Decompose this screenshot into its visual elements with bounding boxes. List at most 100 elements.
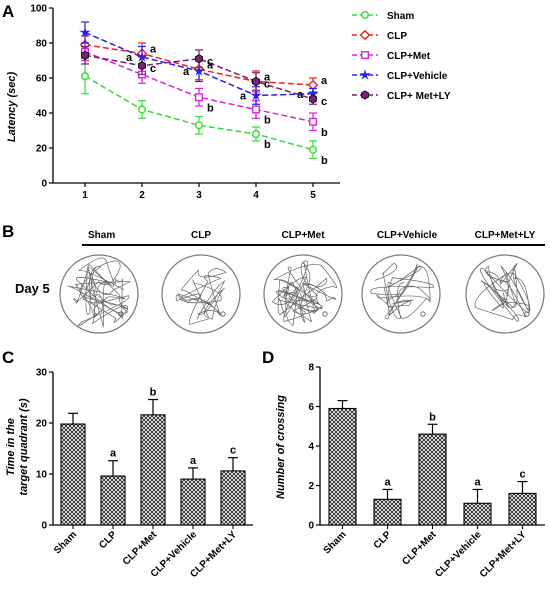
panel-d-bar xyxy=(373,498,402,526)
panel-d-bar xyxy=(328,407,357,526)
swim-pool-1 xyxy=(59,254,139,334)
panel-d-significance-label: c xyxy=(519,469,525,481)
swim-track-path xyxy=(271,260,338,327)
panel-d-y-tick-label: 4 xyxy=(308,442,314,453)
legend-label: CLP+ Met+LY xyxy=(387,91,451,102)
track-group-label: CLP xyxy=(191,230,211,241)
time-in-target-quadrant-bar-chart: Time in the target quadrant (s) 0 10 20 30 S… xyxy=(5,368,253,580)
panel-d-y-axis-label: Number of crossing xyxy=(275,395,287,499)
data-point-marker xyxy=(194,93,203,102)
panel-a-y-tick-label: 60 xyxy=(36,74,48,85)
swim-pool-3 xyxy=(263,254,343,334)
data-point-marker xyxy=(193,64,205,76)
series-line xyxy=(84,75,314,151)
swim-track-path xyxy=(370,262,435,320)
panel-letter-b: B xyxy=(2,222,14,241)
panel-a-x-tick-label: 3 xyxy=(196,190,202,201)
data-point-marker xyxy=(250,89,262,101)
panel-c-significance-label: a xyxy=(110,448,117,460)
panel-d-bar xyxy=(418,433,447,526)
series-line xyxy=(84,44,314,86)
data-point-marker xyxy=(361,10,370,19)
panel-d-category-label: CLP+Met+LY xyxy=(478,529,529,580)
legend-entry: CLP+Vehicle xyxy=(352,68,448,82)
panel-a-y-tick-label: 40 xyxy=(36,109,48,120)
panel-a-y-axis-label: Latency (sec) xyxy=(6,72,18,143)
panel-d-y-tick-label: 2 xyxy=(308,481,314,492)
swim-track-path xyxy=(474,262,531,322)
legend-label: CLP+Met xyxy=(387,51,431,62)
panel-d-category-label: CLP xyxy=(372,529,394,551)
panel-a-x-tick-label: 2 xyxy=(139,190,145,201)
panel-c-y-tick-label: 30 xyxy=(36,368,48,379)
data-point-marker xyxy=(359,68,371,80)
panel-c-bar xyxy=(220,470,246,526)
panel-c-significance-label: b xyxy=(150,387,157,399)
data-point-marker xyxy=(309,117,318,126)
panel-a-y-tick-label: 0 xyxy=(41,179,47,190)
significance-label: c xyxy=(321,96,327,108)
tracks-pools xyxy=(59,254,545,334)
panel-a-legend: Sham CLP CLP+Met CLP+Vehicle CLP+ Met+LY xyxy=(352,10,451,102)
legend-label: Sham xyxy=(387,11,414,22)
significance-label: a xyxy=(150,44,157,56)
data-point-marker xyxy=(251,129,260,138)
panel-a-y-tick-label: 20 xyxy=(36,144,48,155)
data-point-marker xyxy=(137,105,146,114)
significance-label: a xyxy=(240,91,247,103)
data-point-marker xyxy=(81,50,89,60)
panel-letter-a: A xyxy=(2,2,14,21)
panel-c-y-axis-label-line-1: Time in the xyxy=(5,418,17,476)
data-point-marker xyxy=(360,90,370,100)
panel-d-category-label: Sham xyxy=(322,529,349,556)
significance-label: a xyxy=(264,72,271,84)
tracks-group-labels: Sham CLP CLP+Met CLP+Vehicle CLP+Met+LY xyxy=(88,230,536,241)
panel-c-significance-label: c xyxy=(230,445,236,457)
panel-c-category-label: Sham xyxy=(52,529,79,556)
track-group-label: Sham xyxy=(88,230,115,241)
panel-a-x-tick-label: 4 xyxy=(253,190,259,201)
panel-c-category-label: CLP+Met xyxy=(121,529,160,568)
series-line xyxy=(84,54,314,100)
series-clp: a a a a xyxy=(79,35,328,93)
panel-c-y-tick-label: 10 xyxy=(36,470,48,481)
significance-label: a xyxy=(321,75,328,87)
panel-a-axes: 0 20 40 60 80 100 1 2 3 4 5 xyxy=(30,4,340,201)
panel-d-significance-label: b xyxy=(429,411,436,423)
legend-entry: CLP+Met xyxy=(352,51,431,62)
platform-marker xyxy=(420,311,426,317)
legend-entry: CLP xyxy=(352,29,407,42)
panel-a-x-tick-label: 5 xyxy=(310,190,316,201)
panel-c-plot: 0102030ShamaCLPbCLP+MetaCLP+VehiclecCLP+… xyxy=(36,368,253,580)
panel-d-bar xyxy=(508,492,537,526)
panel-c-y-axis-label-line-2: target quadrant (s) xyxy=(18,398,30,496)
platform-marker xyxy=(524,311,530,317)
significance-label: a xyxy=(207,59,214,71)
data-point-marker xyxy=(194,121,203,130)
significance-label: b xyxy=(264,115,271,127)
significance-label: c xyxy=(264,79,270,91)
panel-d-bar xyxy=(463,502,492,526)
significance-label: a xyxy=(297,89,304,101)
panel-d-y-tick-label: 0 xyxy=(308,521,314,532)
data-point-marker xyxy=(359,29,371,41)
panel-d-significance-label: a xyxy=(474,476,481,488)
swim-tracks-panel: Day 5 Sham CLP CLP+Met CLP+Vehicle CLP+Met+L… xyxy=(15,230,545,334)
platform-marker xyxy=(220,311,226,317)
significance-label: a xyxy=(126,52,133,64)
series-sham: bb xyxy=(80,58,328,167)
panel-c-significance-label: a xyxy=(190,455,197,467)
legend-label: CLP xyxy=(387,31,407,42)
panel-c-bar xyxy=(60,423,86,526)
swim-track-path xyxy=(67,257,132,327)
tracks-day-label: Day 5 xyxy=(15,281,50,296)
data-point-marker xyxy=(137,61,147,71)
panel-d-plot: 0 2 4 6 8 Sham a CLP b CLP+Met a CLP+Vehicle c CLP+Me… xyxy=(308,363,545,580)
data-point-marker xyxy=(80,72,89,81)
panel-a-y-tick-label: 100 xyxy=(30,4,47,15)
series-clp-met-ly: c c c c xyxy=(81,45,327,108)
pool-outline xyxy=(465,254,545,334)
panel-a-y-tick-label: 80 xyxy=(36,39,48,50)
